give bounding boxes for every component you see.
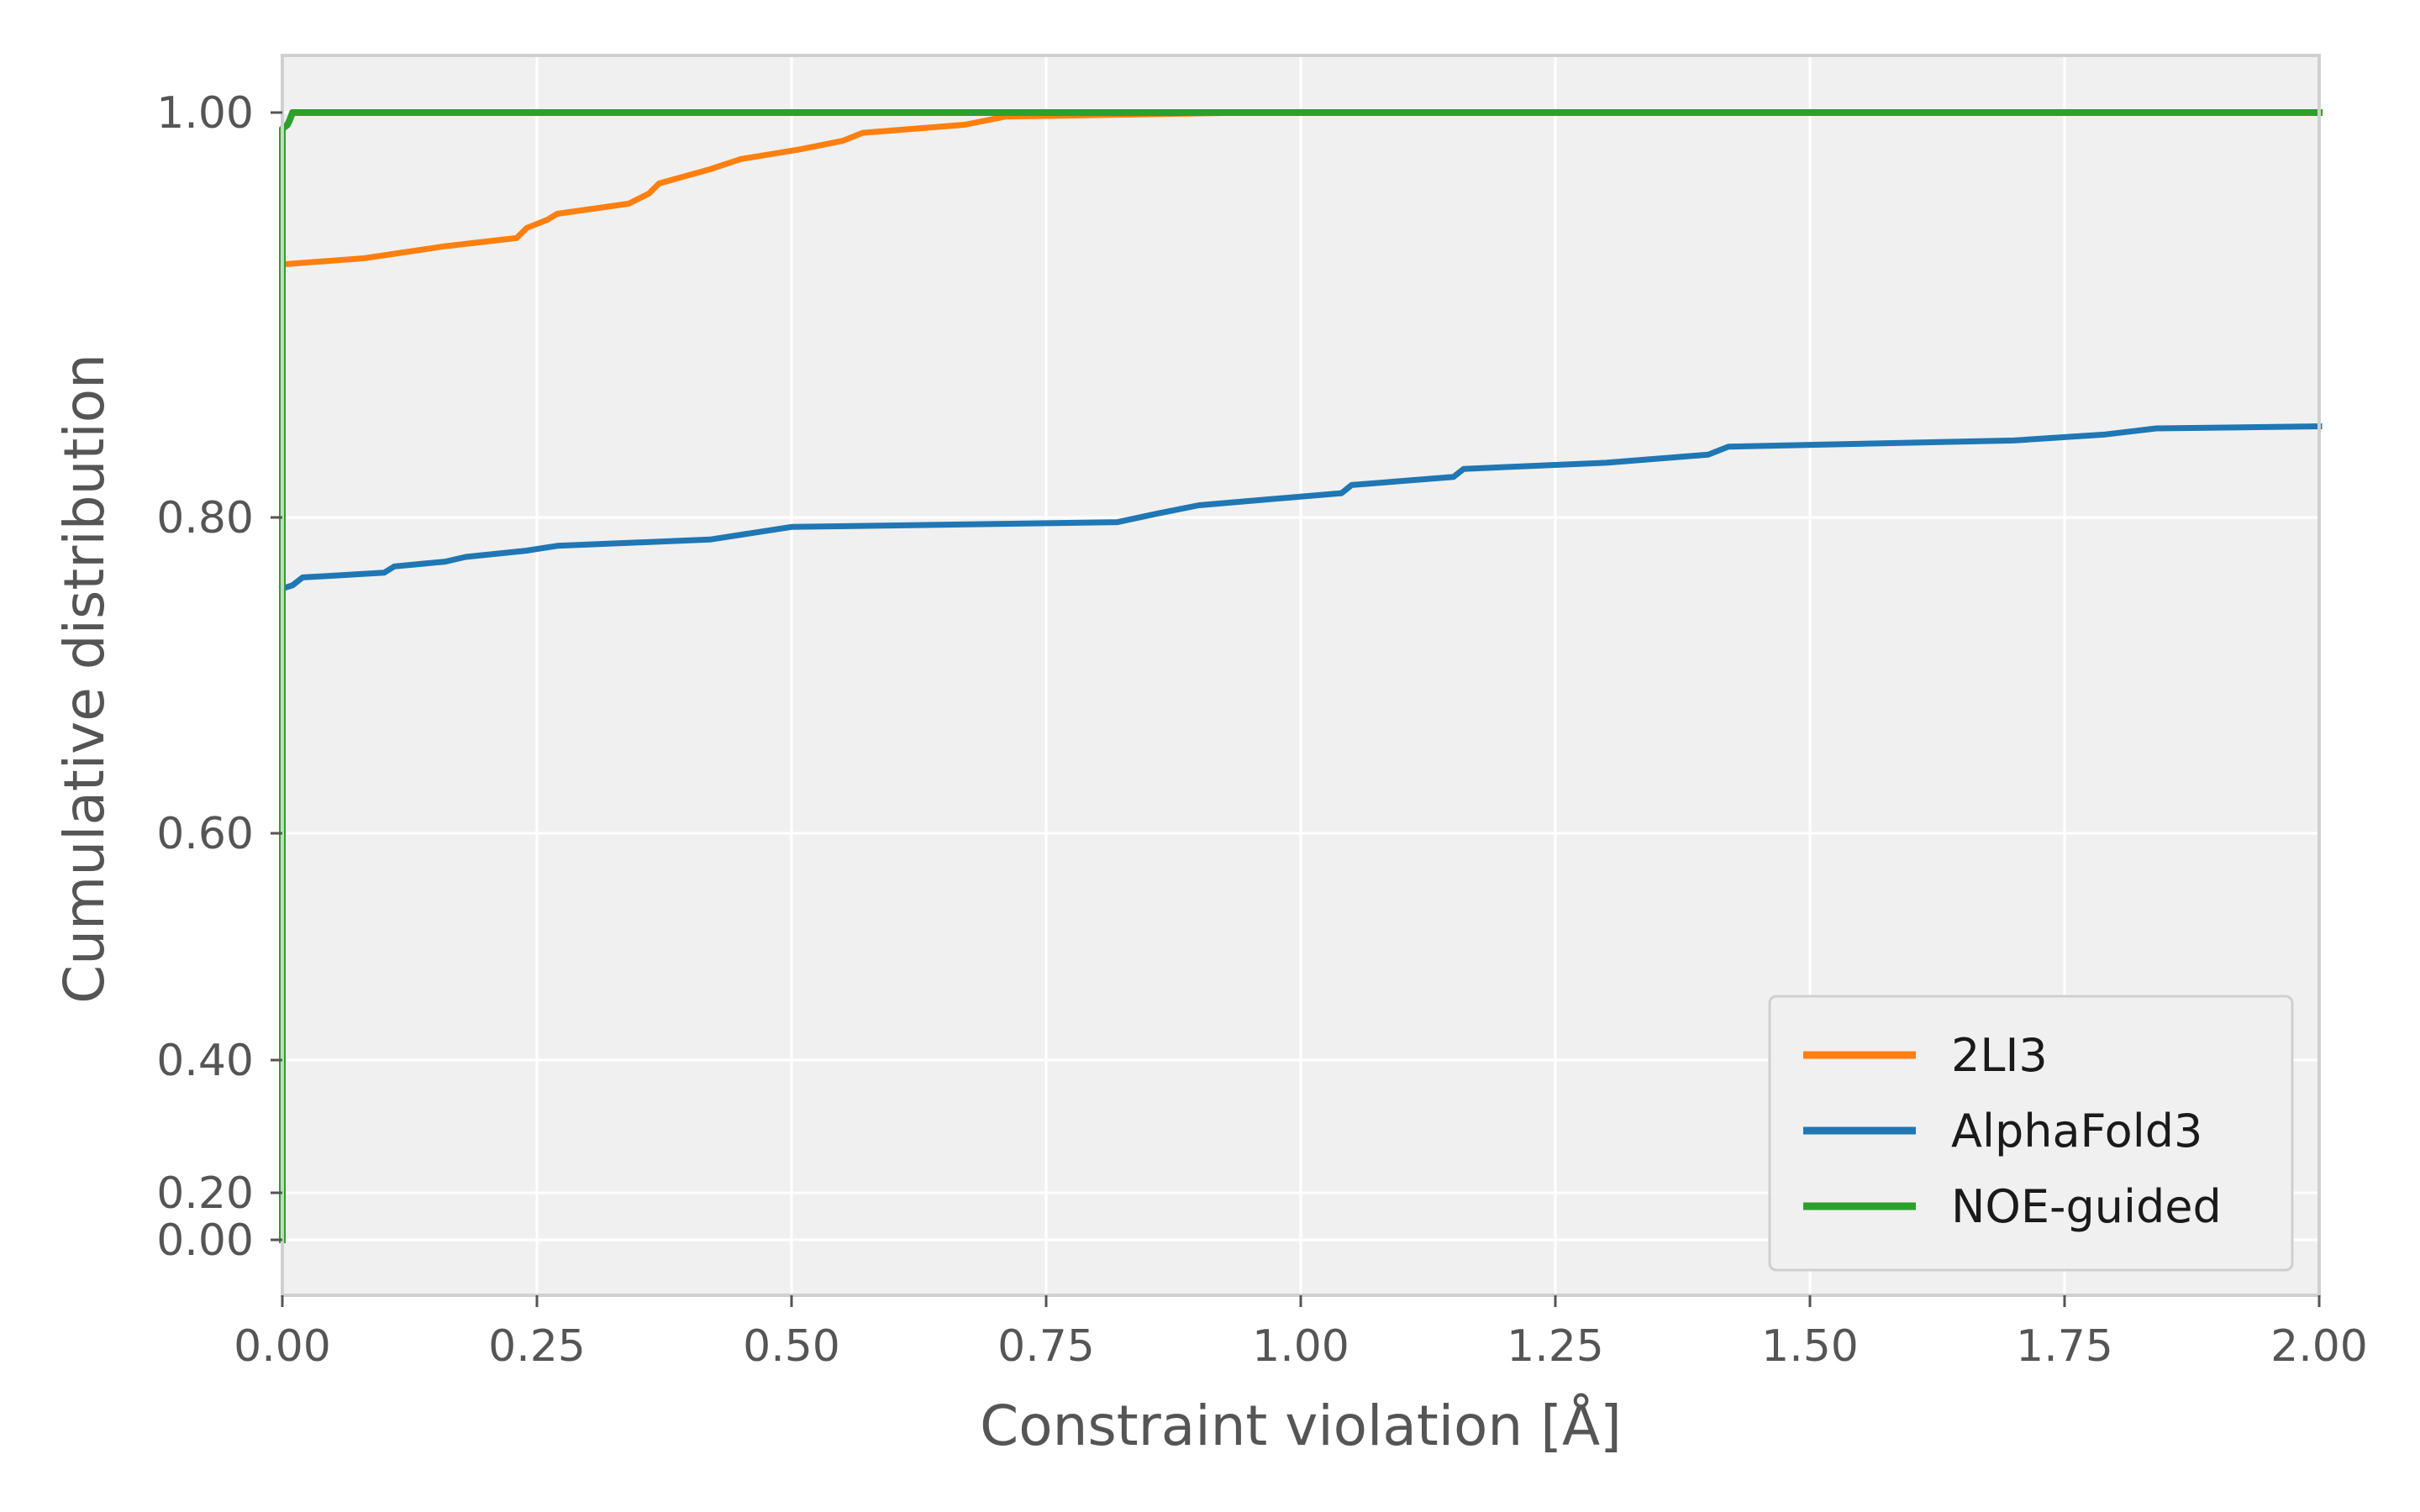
legend-label: NOE-guided xyxy=(1951,1180,2222,1233)
y-tick-label: 0.00 xyxy=(156,1215,254,1266)
y-axis-ticks: 0.000.20 0.40 0.60 0.80 1.00 xyxy=(156,88,282,1266)
legend-label: 2LI3 xyxy=(1951,1029,2048,1082)
legend-label: AlphaFold3 xyxy=(1951,1105,2202,1158)
x-tick-label: 0.50 xyxy=(743,1321,840,1372)
y-axis-label: Cumulative distribution xyxy=(52,354,117,1004)
x-tick-label: 0.25 xyxy=(488,1321,586,1372)
y-tick-label: 0.60 xyxy=(156,809,254,859)
y-tick-label: 1.00 xyxy=(156,88,254,139)
x-axis-label: Constraint violation [Å] xyxy=(980,1394,1622,1458)
x-tick-label: 1.75 xyxy=(2016,1321,2113,1372)
x-tick-label: 2.00 xyxy=(2270,1321,2368,1372)
y-tick-label: 0.20 xyxy=(156,1168,254,1219)
y-tick-label: 0.40 xyxy=(156,1036,254,1086)
y-tick-label: 0.80 xyxy=(156,493,254,543)
series-line-alphafold3 xyxy=(278,423,2323,592)
x-tick-label: 0.75 xyxy=(997,1321,1095,1372)
x-tick-label: 1.00 xyxy=(1252,1321,1349,1372)
legend-box xyxy=(1768,995,2294,1272)
legend: 2LI3 AlphaFold3 NOE-guided xyxy=(1768,995,2294,1272)
x-tick-label: 0.00 xyxy=(234,1321,331,1372)
series-line-2li3 xyxy=(279,109,2323,268)
x-axis-ticks: 0.00 0.25 0.50 0.75 1.00 1.25 1.50 1.75 2.00 xyxy=(234,1295,2368,1372)
x-tick-label: 1.25 xyxy=(1507,1321,1604,1372)
x-tick-label: 1.50 xyxy=(1761,1321,1859,1372)
